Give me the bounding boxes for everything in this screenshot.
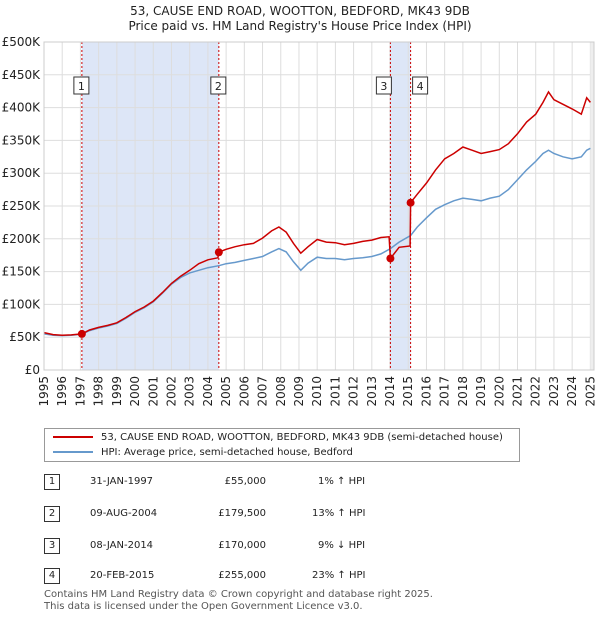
x-tick-label: 1999: [110, 376, 124, 407]
transaction-date: 09-AUG-2004: [90, 508, 158, 519]
x-tick-label: 2022: [529, 376, 543, 407]
plot-frame: [43, 41, 595, 371]
x-tick-label: 2021: [511, 376, 525, 407]
transaction-date: 20-FEB-2015: [90, 570, 155, 581]
x-tick-label: 2024: [565, 376, 579, 407]
x-tick-label: 2008: [274, 376, 288, 407]
sale-marker-box: [375, 76, 392, 95]
transaction-hpi-diff: 9% ↓ HPI: [318, 540, 366, 551]
sale-marker-box: [73, 76, 90, 95]
transaction-number: 3: [44, 538, 60, 554]
y-tick-label: £300K: [2, 166, 42, 180]
x-tick-label: 2010: [310, 376, 324, 407]
x-tick-label: 2025: [583, 376, 597, 407]
sale-marker-label: 1: [78, 80, 85, 93]
sale-point: [77, 329, 86, 338]
price-chart: £0 £50K £100K £150K £200K £250K £300K £350K £400…: [2, 35, 598, 407]
legend-item-property: 53, CAUSE END ROAD, WOOTTON, BEDFORD, MK…: [53, 431, 503, 445]
x-tick-label: 2018: [456, 376, 470, 407]
transaction-price: £179,500: [218, 508, 266, 519]
future-hatch: [590, 42, 594, 370]
legend-label-hpi: HPI: Average price, semi-detached house,…: [101, 447, 353, 458]
chart-title: 53, CAUSE END ROAD, WOOTTON, BEDFORD, MK…: [130, 4, 470, 18]
x-tick-label: 2019: [474, 376, 488, 407]
y-tick-label: £250K: [2, 199, 42, 213]
x-tick-label: 2023: [547, 376, 561, 407]
sale-point: [406, 198, 415, 207]
blue-line-swatch: [53, 451, 93, 453]
legend-item-hpi: HPI: Average price, semi-detached house,…: [53, 446, 353, 460]
sale-marker-label: 4: [417, 80, 424, 93]
x-tick-label: 2006: [237, 376, 251, 407]
y-tick-label: £450K: [2, 68, 42, 82]
transaction-date: 08-JAN-2014: [90, 540, 154, 551]
series-line: [43, 90, 591, 336]
red-line-swatch: [53, 436, 93, 438]
x-tick-label: 2005: [219, 376, 233, 407]
x-tick-label: 2015: [401, 376, 415, 407]
transaction-date: 31-JAN-1997: [90, 476, 154, 487]
sale-marker-label: 2: [215, 80, 222, 93]
x-tick-label: 2002: [164, 376, 178, 407]
sale-marker-label: 3: [380, 80, 387, 93]
chart-legend: 53, CAUSE END ROAD, WOOTTON, BEDFORD, MK…: [44, 428, 520, 462]
x-tick-label: 2020: [492, 376, 506, 407]
transaction-hpi-diff: 23% ↑ HPI: [312, 570, 366, 581]
y-tick-label: £100K: [2, 297, 42, 311]
legend-label-property: 53, CAUSE END ROAD, WOOTTON, BEDFORD, MK…: [101, 432, 503, 443]
sale-marker-box: [210, 76, 227, 95]
footer: Contains HM Land Registry data © Crown c…: [44, 589, 433, 613]
x-tick-label: 1997: [73, 376, 87, 407]
footer-licence: This data is licensed under the Open Gov…: [44, 601, 363, 612]
y-tick-label: £500K: [2, 35, 42, 49]
x-tick-label: 2014: [383, 376, 397, 407]
y-tick-label: £400K: [2, 101, 42, 115]
y-tick-label: £0: [25, 363, 40, 377]
transaction-number: 2: [44, 506, 60, 522]
x-tick-label: 2001: [146, 376, 160, 407]
transaction-hpi-diff: 13% ↑ HPI: [312, 508, 366, 519]
sale-point: [386, 254, 395, 263]
transaction-price: £170,000: [218, 540, 266, 551]
x-tick-label: 1998: [92, 376, 106, 407]
x-tick-label: 2009: [292, 376, 306, 407]
x-tick-label: 2011: [328, 376, 342, 407]
transaction-number: 1: [44, 474, 60, 490]
x-tick-label: 1996: [55, 376, 69, 407]
transaction-price: £55,000: [224, 476, 266, 487]
x-tick-label: 2012: [347, 376, 361, 407]
x-tick-label: 2016: [419, 376, 433, 407]
y-tick-label: £50K: [9, 330, 41, 344]
sale-point: [214, 248, 223, 257]
y-tick-label: £350K: [2, 133, 42, 147]
transaction-price: £255,000: [218, 570, 266, 581]
x-tick-label: 2007: [256, 376, 270, 407]
x-tick-label: 2013: [365, 376, 379, 407]
x-tick-label: 2003: [183, 376, 197, 407]
x-tick-label: 1995: [37, 376, 51, 407]
footer-copyright: Contains HM Land Registry data © Crown c…: [44, 589, 433, 600]
x-tick-label: 2000: [128, 376, 142, 407]
transaction-hpi-diff: 1% ↑ HPI: [318, 476, 366, 487]
transaction-number: 4: [44, 568, 60, 584]
y-tick-label: £200K: [2, 232, 42, 246]
sale-marker-box: [412, 76, 429, 95]
chart-subtitle: Price paid vs. HM Land Registry's House …: [128, 19, 472, 33]
x-tick-label: 2004: [201, 376, 215, 407]
y-tick-label: £150K: [2, 265, 42, 279]
x-tick-label: 2017: [438, 376, 452, 407]
